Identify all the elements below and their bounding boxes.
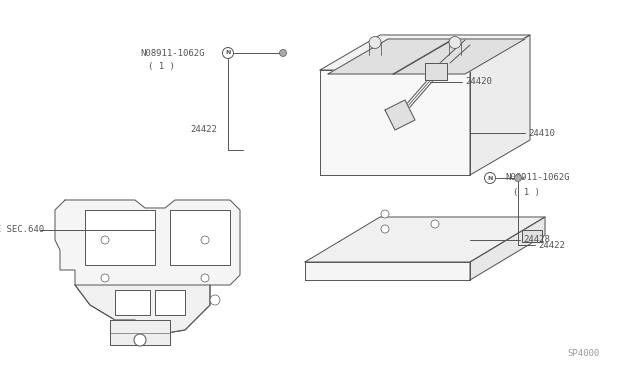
Text: SEE SEC.640: SEE SEC.640 [0,225,44,234]
Polygon shape [470,217,545,280]
Text: ( 1 ): ( 1 ) [148,62,175,71]
Circle shape [201,236,209,244]
Text: 24428: 24428 [523,235,550,244]
Text: N: N [225,51,230,55]
Text: ( 1 ): ( 1 ) [513,187,540,196]
Polygon shape [305,217,545,262]
Text: 24422: 24422 [538,241,565,250]
Polygon shape [75,285,210,335]
Polygon shape [55,200,240,335]
Text: 24420: 24420 [465,77,492,87]
Polygon shape [328,39,454,74]
Circle shape [101,236,109,244]
Polygon shape [385,100,415,130]
Polygon shape [155,290,185,315]
Circle shape [431,220,439,228]
Polygon shape [115,290,150,315]
Circle shape [369,36,381,48]
Polygon shape [393,39,525,74]
Circle shape [223,48,234,58]
Text: N: N [487,176,493,180]
Polygon shape [425,63,447,80]
Polygon shape [305,262,470,280]
Polygon shape [470,35,530,175]
Polygon shape [85,210,155,265]
Circle shape [381,225,389,233]
Text: N08911-1062G: N08911-1062G [140,48,205,58]
Text: SP4000: SP4000 [568,349,600,358]
Text: 24410: 24410 [528,128,555,138]
Circle shape [134,334,146,346]
Text: N08911-1062G: N08911-1062G [505,173,570,183]
Polygon shape [320,70,470,175]
Text: 24422: 24422 [190,125,217,135]
Circle shape [484,173,495,183]
Circle shape [280,49,287,57]
Circle shape [210,295,220,305]
Polygon shape [170,210,230,265]
Circle shape [201,274,209,282]
Polygon shape [320,35,530,70]
Polygon shape [110,320,170,345]
Polygon shape [522,230,542,242]
Circle shape [381,210,389,218]
Circle shape [515,174,522,182]
Circle shape [101,274,109,282]
Circle shape [449,36,461,48]
